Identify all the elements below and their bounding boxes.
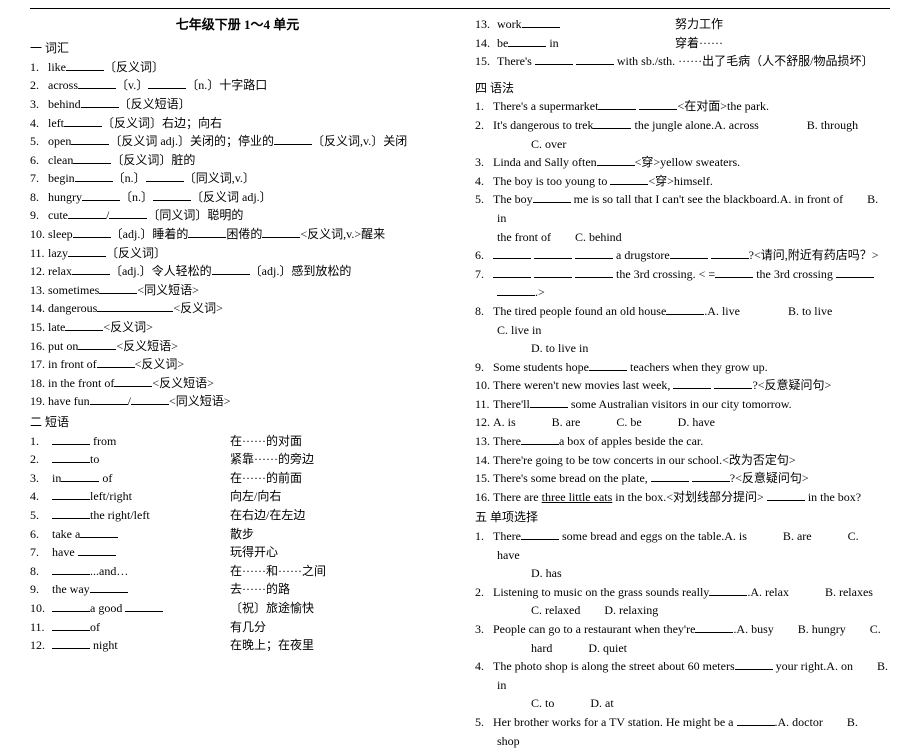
vocab-item: 7.begin〔n.〕〔同义词,v.〕 (30, 169, 445, 188)
grammar-item: 1.There's a supermarket <在对面>the park. (475, 97, 890, 116)
choice-item: 2.Listening to music on the grass sounds… (475, 583, 890, 602)
vocab-item: 17.in front of<反义词> (30, 355, 445, 374)
grammar-item: 11.There'll some Australian visitors in … (475, 395, 890, 414)
vocab-item: 6.clean〔反义词〕脏的 (30, 151, 445, 170)
option-line: D. to live in (475, 339, 890, 358)
vocab-item: 1.like〔反义词〕 (30, 58, 445, 77)
grammar-item: 9.Some students hope teachers when they … (475, 358, 890, 377)
grammar-item: 5.The boy me is so tall that I can't see… (475, 190, 890, 227)
choice-item: 3.People can go to a restaurant when the… (475, 620, 890, 639)
grammar-item: 16.There are three little eats in the bo… (475, 488, 890, 507)
option-line: C. over (475, 135, 890, 154)
grammar-item: 8.The tired people found an old house.A.… (475, 302, 890, 339)
phrase-item: 11.of有几分 (30, 618, 445, 637)
phrase-item: 12. night在晚上；在夜里 (30, 636, 445, 655)
section-4-list: 1.There's a supermarket <在对面>the park.2.… (475, 97, 890, 506)
option-line: C. to D. at (475, 694, 890, 713)
phrase-item: 4.left/right向左/向右 (30, 487, 445, 506)
vocab-item: 16.put on<反义短语> (30, 337, 445, 356)
vocab-item: 2.across〔v.〕〔n.〕十字路口 (30, 76, 445, 95)
section-1-label: 一 词汇 (30, 39, 445, 58)
phrase-item: 13.work努力工作 (475, 15, 890, 34)
phrase-item: 2.to紧靠······的旁边 (30, 450, 445, 469)
vocab-item: 14.dangerous<反义词> (30, 299, 445, 318)
vocab-item: 8.hungry〔n.〕〔反义词 adj.〕 (30, 188, 445, 207)
phrase-item: 10.a good 〔祝〕旅途愉快 (30, 599, 445, 618)
option-line: C. relaxed D. relaxing (475, 601, 890, 620)
phrase-item: 8....and…在······和······之间 (30, 562, 445, 581)
section-1-list: 1.like〔反义词〕2.across〔v.〕〔n.〕十字路口3.behind〔… (30, 58, 445, 411)
vocab-item: 15.late<反义词> (30, 318, 445, 337)
grammar-item: 6. a drugstore ?<请问,附近有药店吗？> (475, 246, 890, 265)
section-2-continued: 13.work努力工作14.be in穿着······15.There's wi… (475, 15, 890, 71)
section-2-label: 二 短语 (30, 413, 445, 432)
grammar-item: 14.There're going to be tow concerts in … (475, 451, 890, 470)
phrase-item: 1. from在······的对面 (30, 432, 445, 451)
grammar-item: 15.There's some bread on the plate, ?<反意… (475, 469, 890, 488)
phrase-item: 6.take a散步 (30, 525, 445, 544)
vocab-item: 3.behind〔反义短语〕 (30, 95, 445, 114)
section-5-label: 五 单项选择 (475, 508, 890, 527)
top-rule (30, 8, 890, 9)
page-title: 七年级下册 1～4 单元 (30, 15, 445, 35)
phrase-item: 14.be in穿着······ (475, 34, 890, 53)
option-line: hard D. quiet (475, 639, 890, 658)
choice-item: 4.The photo shop is along the street abo… (475, 657, 890, 694)
phrase-item: 15.There's with sb./sth. ······出了毛病（人不舒服… (475, 52, 890, 71)
phrase-item: 5.the right/left在右边/在左边 (30, 506, 445, 525)
choice-item: 1.There some bread and eggs on the table… (475, 527, 890, 564)
right-column: 13.work努力工作14.be in穿着······15.There's wi… (475, 15, 890, 750)
grammar-item: 4.The boy is too young to <穿>himself. (475, 172, 890, 191)
phrase-item: 7.have 玩得开心 (30, 543, 445, 562)
section-2-list: 1. from在······的对面2.to紧靠······的旁边3.in of在… (30, 432, 445, 655)
grammar-item: 7. the 3rd crossing. < = the 3rd crossin… (475, 265, 890, 302)
grammar-item: 2.It's dangerous to trek the jungle alon… (475, 116, 890, 135)
vocab-item: 11.lazy〔反义词〕 (30, 244, 445, 263)
vocab-item: 18.in the front of<反义短语> (30, 374, 445, 393)
phrase-item: 3.in of在······的前面 (30, 469, 445, 488)
option-line: the front of C. behind (475, 228, 890, 247)
choice-item: 5.Her brother works for a TV station. He… (475, 713, 890, 750)
vocab-item: 5.open〔反义词 adj.〕关闭的；停业的〔反义词,v.〕关闭 (30, 132, 445, 151)
grammar-item: 10.There weren't new movies last week, ?… (475, 376, 890, 395)
grammar-item: 12.A. is B. are C. be D. have (475, 413, 890, 432)
page-columns: 七年级下册 1～4 单元 一 词汇 1.like〔反义词〕2.across〔v.… (30, 15, 890, 750)
vocab-item: 10.sleep〔adj.〕睡着的困倦的<反义词,v.>醒来 (30, 225, 445, 244)
vocab-item: 9.cute/〔同义词〕聪明的 (30, 206, 445, 225)
section-5-list: 1.There some bread and eggs on the table… (475, 527, 890, 750)
vocab-item: 13.sometimes<同义短语> (30, 281, 445, 300)
vocab-item: 4.left〔反义词〕右边；向右 (30, 114, 445, 133)
option-line: D. has (475, 564, 890, 583)
left-column: 七年级下册 1～4 单元 一 词汇 1.like〔反义词〕2.across〔v.… (30, 15, 445, 750)
vocab-item: 19.have fun/<同义短语> (30, 392, 445, 411)
phrase-item: 9.the way去······的路 (30, 580, 445, 599)
grammar-item: 13.Therea box of apples beside the car. (475, 432, 890, 451)
grammar-item: 3.Linda and Sally often<穿>yellow sweater… (475, 153, 890, 172)
vocab-item: 12.relax〔adj.〕令人轻松的〔adj.〕感到放松的 (30, 262, 445, 281)
section-4-label: 四 语法 (475, 79, 890, 98)
